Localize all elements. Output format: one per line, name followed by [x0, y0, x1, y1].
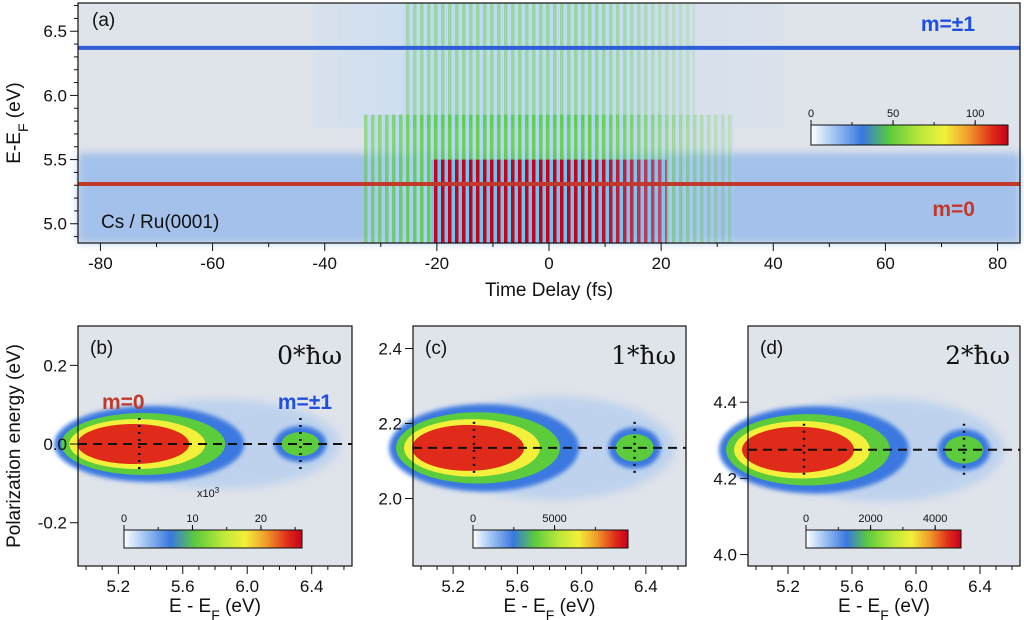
panel-label: (b)	[90, 338, 113, 359]
x-tick-label: 5.6	[506, 577, 530, 596]
x-tick-label: 60	[876, 254, 895, 273]
m1-label: m=±1	[921, 13, 975, 36]
upper-fringes	[403, 3, 695, 128]
x-tick-label: -20	[425, 254, 450, 273]
side-blob-core	[281, 432, 320, 457]
m0-label: m=0	[932, 198, 975, 221]
y-tick-label: 2.0	[378, 490, 402, 509]
colorbar-tick-label: 20	[255, 513, 267, 525]
x-axis-label-sub: F	[546, 607, 555, 620]
main-blob-core	[77, 424, 190, 465]
x-tick-label: 0	[544, 254, 553, 273]
y-tick-label: 5.5	[43, 151, 67, 170]
colorbar-tick-label: 4000	[923, 513, 947, 525]
colorbar-tick-label: 50	[887, 108, 899, 120]
m0-label: m=0	[102, 391, 145, 414]
x-tick-label: 5.6	[171, 577, 195, 596]
order-label: 0*ħω	[277, 341, 342, 370]
colorbar-tick-label: 2000	[858, 513, 882, 525]
colorbar-tick-label: 10	[186, 513, 198, 525]
x-tick-label: 5.2	[441, 577, 465, 596]
colorbar-tick-label: 0	[808, 108, 814, 120]
colorbar	[123, 529, 303, 549]
x-axis-label-unit: (eV)	[889, 596, 930, 617]
colorbar	[472, 529, 629, 549]
order-label: 1*ħω	[611, 341, 676, 370]
y-tick-label: -0.2	[38, 514, 67, 533]
colorbar-tick-label: 0	[121, 513, 127, 525]
x-tick-label: 5.2	[776, 577, 800, 596]
order-label: 2*ħω	[945, 341, 1010, 370]
panel-a: m=±1 m=0 (a) Cs / Ru(0001) 0 50 100 -80 -60 -40 -2…	[4, 2, 1021, 301]
m1-label: m=±1	[278, 391, 332, 414]
y-axis-label-sub: F	[15, 123, 31, 132]
x-tick-label: -60	[200, 254, 225, 273]
x-axis-label: E - EF (eV)	[504, 596, 596, 620]
colorbar-multiplier-base: x10	[197, 488, 215, 500]
x-tick-label: 5.2	[106, 577, 130, 596]
y-tick-label: 4.4	[713, 393, 737, 412]
panel-label: (a)	[92, 10, 115, 31]
panel-label: (c)	[425, 338, 447, 359]
colorbar-tick-label: 0	[470, 513, 476, 525]
side-blob-core	[615, 434, 654, 462]
panel-d: (d) 2*ħω 0 2000 4000 5.2 5.6 6.0 6.4 4.0 4.2 4.4 E -…	[713, 325, 1021, 620]
colorbar-multiplier: x103	[197, 486, 220, 501]
y-tick-label: 2.2	[378, 415, 402, 434]
x-tick-label: 6.4	[300, 577, 324, 596]
x-axis-label: E - EF (eV)	[838, 596, 930, 620]
colorbar-tick-label: 0	[803, 513, 809, 525]
y-axis-label-unit: (eV)	[4, 82, 25, 123]
x-axis-label-main: E - E	[838, 596, 880, 617]
x-tick-label: 6.0	[904, 577, 928, 596]
x-tick-label: 6.4	[634, 577, 658, 596]
colorbar-tick-label: 100	[966, 108, 984, 120]
y-axis-label-main: E-E	[4, 132, 25, 164]
y-tick-label: 5.0	[43, 215, 67, 234]
x-axis-label-main: E - E	[504, 596, 546, 617]
panel-label: (d)	[760, 338, 783, 359]
x-tick-label: 80	[988, 254, 1007, 273]
fringe-region	[313, 3, 785, 244]
colorbar	[810, 124, 1009, 146]
colorbar-tick-label: 5000	[542, 513, 566, 525]
x-tick-label: 6.0	[235, 577, 259, 596]
panel-c: (c) 1*ħω 0 5000 5.2 5.6 6.0 6.4 2.0 2.2 2.4 E - EF …	[378, 325, 687, 620]
y-axis-label: Polarization energy (eV)	[4, 344, 25, 548]
x-tick-label: -80	[88, 254, 113, 273]
x-axis-label-unit: (eV)	[554, 596, 595, 617]
x-tick-label: 40	[764, 254, 783, 273]
x-tick-label: 5.6	[840, 577, 864, 596]
y-axis-label: E-EF (eV)	[4, 82, 31, 163]
x-axis-label-sub: F	[211, 607, 220, 620]
y-tick-label: 4.0	[713, 546, 737, 565]
y-tick-label: 2.4	[378, 340, 402, 359]
x-axis-label: E - EF (eV)	[169, 596, 261, 620]
x-tick-label: 20	[652, 254, 671, 273]
colorbar-multiplier-exp: 3	[215, 486, 220, 495]
colorbar	[805, 529, 962, 549]
x-axis-label-unit: (eV)	[220, 596, 261, 617]
panel-b: m=0 m=±1 (b) 0*ħω 0 10 20 x103 5.2 5.6 6.0 6.4 0.2 0.…	[4, 325, 353, 620]
x-tick-label: 6.0	[570, 577, 594, 596]
main-blob-core	[412, 424, 525, 471]
main-fringes	[431, 159, 667, 243]
x-axis-label-main: E - E	[169, 596, 211, 617]
sample-annotation: Cs / Ru(0001)	[101, 212, 219, 233]
y-tick-label: 6.0	[43, 86, 67, 105]
y-tick-label: 0.0	[43, 435, 67, 454]
x-tick-label: -40	[312, 254, 337, 273]
x-axis-label: Time Delay (fs)	[485, 280, 613, 301]
y-tick-label: 4.2	[713, 469, 737, 488]
x-tick-label: 6.4	[968, 577, 992, 596]
x-axis-label-sub: F	[880, 607, 889, 620]
y-tick-label: 0.2	[43, 356, 67, 375]
y-tick-label: 6.5	[43, 22, 67, 41]
